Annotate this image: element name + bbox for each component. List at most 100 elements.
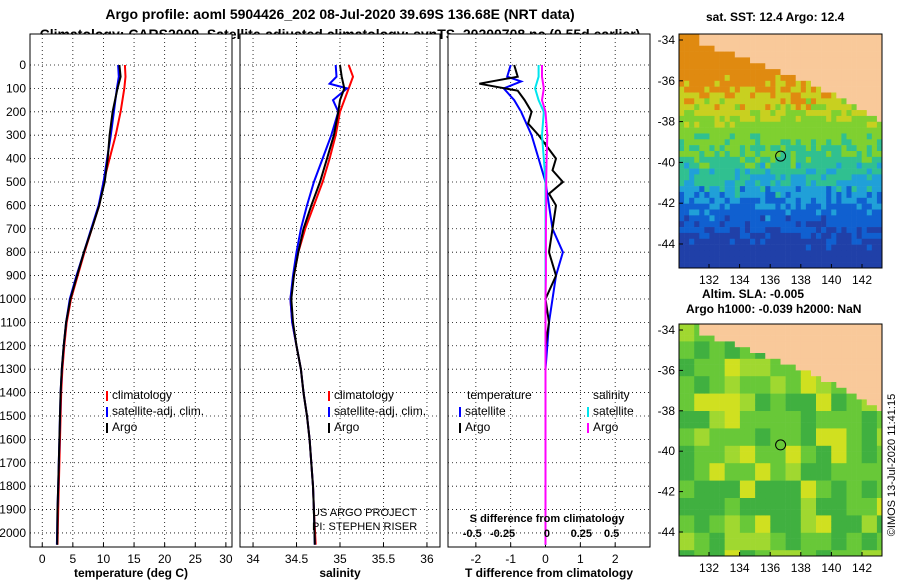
map-cell: [780, 469, 786, 476]
map-cell: [729, 92, 736, 99]
map-cell: [689, 498, 695, 505]
map-cell: [871, 180, 878, 187]
map-cell: [770, 69, 776, 76]
map-cell: [719, 139, 725, 146]
map-cell: [805, 104, 812, 111]
map-cell: [714, 197, 720, 204]
map-cell: [770, 486, 776, 493]
map-cell: [719, 422, 725, 429]
map-cell: [739, 416, 746, 423]
map-cell: [780, 74, 786, 82]
map-cell: [744, 133, 751, 140]
map-cell: [684, 527, 690, 534]
map-cell: [780, 474, 786, 481]
map-cell: [871, 457, 878, 464]
map-cell: [709, 139, 715, 146]
map-cell: [729, 474, 736, 481]
map-cell: [750, 215, 756, 222]
map-cell: [851, 521, 857, 528]
map-cell: [846, 69, 852, 76]
map-cell: [709, 45, 715, 52]
map-cell: [775, 515, 781, 522]
map-cell: [780, 151, 786, 158]
map-cell: [821, 39, 827, 46]
map-cell: [800, 121, 807, 128]
map-cell: [694, 121, 700, 128]
map-cell: [785, 457, 791, 464]
map-cell: [694, 63, 700, 70]
map-cell: [739, 503, 746, 510]
map-cell: [719, 121, 725, 128]
map-cell: [800, 434, 807, 441]
map-cell: [780, 405, 786, 412]
map-cell: [800, 215, 807, 222]
map-cell: [684, 550, 690, 557]
map-cell: [795, 532, 802, 539]
map-cell: [846, 382, 852, 389]
map-cell: [790, 98, 797, 105]
map-cell: [694, 364, 700, 371]
map-cell: [831, 486, 837, 493]
map-cell: [790, 486, 797, 493]
map-cell: [755, 480, 761, 487]
map-cell: [861, 405, 868, 412]
map-cell: [836, 451, 842, 458]
map-cell: [821, 451, 827, 458]
map-cell: [724, 387, 731, 394]
map-cell: [679, 57, 685, 64]
map-cell: [871, 57, 878, 64]
map-cell: [750, 550, 756, 557]
map-cell: [704, 324, 710, 331]
map-cell: [861, 57, 868, 64]
map-cell: [719, 399, 725, 406]
map-cell: [770, 151, 776, 158]
map-cell: [699, 503, 705, 510]
map-cell: [760, 532, 766, 539]
map-cell: [704, 486, 710, 493]
map-cell: [876, 262, 883, 269]
map-cell: [795, 335, 802, 342]
map-cell: [689, 92, 695, 99]
map-cell: [755, 486, 761, 493]
map-cell: [689, 358, 695, 365]
map-cell: [805, 440, 812, 447]
map-cell: [739, 151, 746, 158]
map-cell: [841, 186, 847, 193]
map-cell: [826, 232, 832, 240]
map-cell: [851, 209, 857, 216]
map-cell: [866, 197, 873, 204]
map-cell: [821, 503, 827, 510]
map-cell: [841, 434, 847, 441]
map-cell: [836, 80, 842, 87]
map-cell: [780, 80, 786, 87]
map-cell: [841, 416, 847, 423]
map-cell: [876, 151, 883, 158]
map-cell: [841, 45, 847, 52]
map-cell: [790, 411, 797, 418]
map-cell: [866, 250, 873, 257]
map-cell: [719, 405, 725, 412]
map-cell: [765, 238, 771, 245]
map-lon-label: 140: [821, 561, 841, 575]
map-cell: [851, 39, 857, 46]
map-cell: [866, 104, 873, 111]
map-cell: [694, 98, 700, 105]
map-cell: [876, 399, 883, 406]
map-cell: [816, 445, 822, 452]
map-cell: [694, 440, 700, 447]
map-cell: [684, 250, 690, 257]
map-cell: [765, 428, 771, 435]
map-cell: [795, 186, 802, 193]
map-cell: [704, 133, 710, 140]
map-cell: [709, 191, 715, 199]
map-cell: [846, 405, 852, 412]
map-cell: [846, 457, 852, 464]
map-cell: [816, 532, 822, 539]
map-cell: [750, 110, 756, 117]
map-cell: [805, 197, 812, 204]
map-cell: [816, 80, 822, 87]
map-cell: [750, 45, 756, 52]
map-cell: [750, 364, 756, 371]
map-cell: [699, 480, 705, 487]
map-cell: [729, 203, 736, 210]
